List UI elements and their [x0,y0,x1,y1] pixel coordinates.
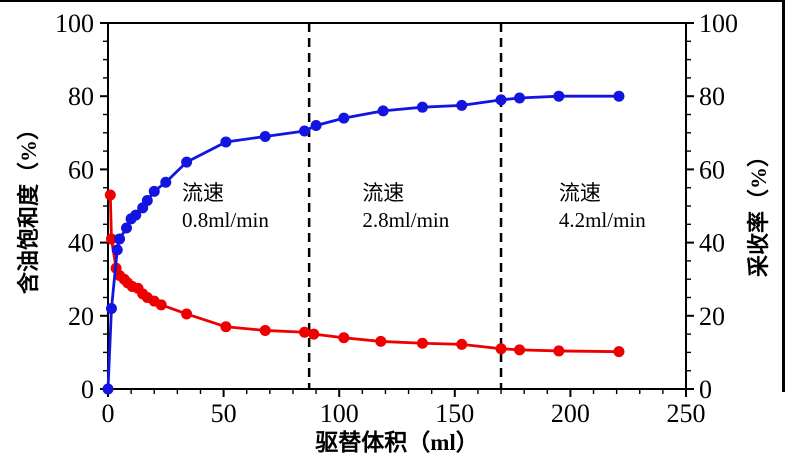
stage-annotation: 流速 4.2ml/min [559,180,646,234]
saturation-data-point [105,233,117,245]
recovery-data-point [310,119,322,131]
y-tick-label-left: 0 [81,375,94,404]
y-tick-label-right: 60 [699,155,725,184]
recovery-data-point [220,136,232,148]
recovery-data-point [141,195,153,207]
recovery-data-point [377,105,389,117]
recovery-data-point [111,244,123,256]
annotation-line: 0.8ml/min [181,208,269,233]
recovery-data-point [299,125,311,137]
saturation-data-point [456,338,468,350]
y-tick-label-right: 0 [699,375,712,404]
x-axis-title: 驱替体积（ml） [315,430,479,455]
saturation-data-point [613,346,625,358]
recovery-data-point [148,185,160,197]
recovery-data-point [105,302,117,314]
x-tick-label: 200 [551,399,590,428]
recovery-data-point [259,130,271,142]
y-tick-label-left: 80 [68,82,94,111]
y-tick-label-left: 20 [68,302,94,331]
x-tick-label: 250 [667,399,706,428]
recovery-data-point [130,209,142,221]
saturation-data-point [104,189,116,201]
saturation-data-point [155,299,167,311]
annotation-line: 流速 [558,181,601,206]
recovery-series-line [106,94,619,390]
saturation-data-point [495,343,507,355]
recovery-data-point [495,94,507,106]
y-tick-label-left: 60 [68,155,94,184]
saturation-data-point [181,308,193,320]
saturation-data-point [259,324,271,336]
x-tick-label: 0 [102,399,115,428]
y-tick-label-right: 80 [699,82,725,111]
recovery-data-point [181,156,193,168]
recovery-data-point [120,222,132,234]
annotation-line: 2.8ml/min [362,208,450,233]
x-tick-label: 50 [211,399,237,428]
recovery-data-point [456,99,468,111]
annotation-line: 4.2ml/min [558,208,646,233]
recovery-data-point [514,92,526,104]
recovery-data-point [613,90,625,102]
annotation-line: 流速 [362,181,405,206]
recovery-data-point [338,112,350,124]
y-tick-label-right: 100 [699,9,738,38]
saturation-data-point [416,337,428,349]
saturation-data-point [338,332,350,344]
left-axis-title: 含油饱和度（%） [16,117,41,295]
top-border-line [0,0,785,2]
saturation-data-point [514,344,526,356]
right-border-line [782,0,785,392]
x-tick-label: 150 [435,399,474,428]
recovery-data-point [416,101,428,113]
saturation-data-point [308,328,320,340]
stage-annotation: 流速 2.8ml/min [362,180,449,234]
annotation-line: 流速 [181,181,224,206]
saturation-data-point [299,326,311,338]
y-tick-label-right: 40 [699,229,725,258]
y-tick-label-left: 100 [55,9,94,38]
saturation-data-point [375,335,387,347]
recovery-data-point [160,176,172,188]
stage-annotation: 流速 0.8ml/min [182,180,269,234]
x-tick-label: 100 [320,399,359,428]
recovery-data-point [102,383,114,395]
recovery-data-point [553,90,565,102]
saturation-data-point [220,321,232,333]
y-tick-label-left: 40 [68,229,94,258]
right-axis-title: 采收率（%） [746,144,771,278]
y-tick-label-right: 20 [699,302,725,331]
recovery-data-point [114,233,126,245]
saturation-data-point [553,345,565,357]
